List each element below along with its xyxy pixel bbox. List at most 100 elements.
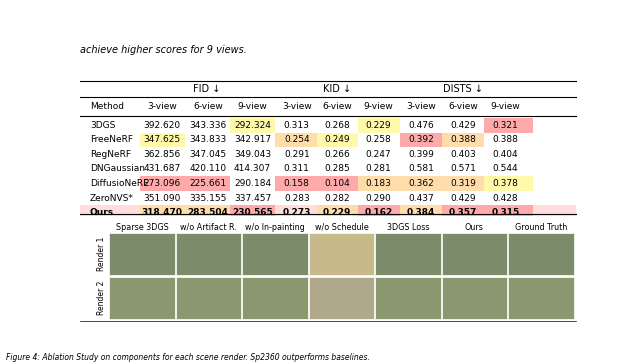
Text: DiffusioNeRF: DiffusioNeRF [90,179,148,188]
Text: 349.043: 349.043 [234,150,271,159]
Bar [140,176,185,191]
Bar [140,205,185,220]
Text: 0.247: 0.247 [366,150,392,159]
Text: 0.362: 0.362 [408,179,434,188]
Text: 0.399: 0.399 [408,150,434,159]
Text: 0.273: 0.273 [283,208,311,217]
Text: FID ↓: FID ↓ [193,84,220,94]
Text: 0.183: 0.183 [365,179,392,188]
Text: 362.856: 362.856 [143,150,180,159]
Text: 392.620: 392.620 [143,121,180,130]
Text: 0.290: 0.290 [365,194,392,202]
Text: 0.229: 0.229 [323,208,351,217]
Text: 342.917: 342.917 [234,135,271,145]
Text: 0.388: 0.388 [493,135,518,145]
Text: Ours: Ours [90,208,114,217]
Text: Sparse 3DGS: Sparse 3DGS [116,223,168,232]
Text: FreeNeRF: FreeNeRF [90,135,133,145]
Text: 0.281: 0.281 [365,165,392,174]
Bar [109,233,175,275]
Text: 431.687: 431.687 [143,165,180,174]
Bar [442,277,507,319]
Bar [308,233,374,275]
Text: 0.429: 0.429 [450,194,476,202]
Text: 0.285: 0.285 [324,165,350,174]
Bar [317,205,358,220]
Text: 0.571: 0.571 [450,165,476,174]
Text: 414.307: 414.307 [234,165,271,174]
Bar [80,205,576,220]
Bar [230,205,275,220]
Bar [275,132,317,147]
Text: w/o In-painting: w/o In-painting [245,223,305,232]
Text: 225.661: 225.661 [189,179,227,188]
Text: 0.378: 0.378 [493,179,518,188]
Text: 347.625: 347.625 [143,135,180,145]
Text: 0.254: 0.254 [284,135,310,145]
Bar [185,176,230,191]
Text: 283.504: 283.504 [188,208,228,217]
Bar [358,118,400,132]
Text: 9-view: 9-view [237,102,268,111]
Bar [242,277,308,319]
Bar [442,176,484,191]
Text: 3DGS: 3DGS [90,121,115,130]
Text: 0.229: 0.229 [366,121,392,130]
Bar [484,205,533,220]
Bar [109,277,175,319]
Bar [375,277,440,319]
Bar [176,233,241,275]
Text: Method: Method [90,102,124,111]
Text: 0.319: 0.319 [450,179,476,188]
Bar [140,132,185,147]
Text: 0.403: 0.403 [450,150,476,159]
Text: 0.437: 0.437 [408,194,434,202]
Text: 0.104: 0.104 [324,179,350,188]
Text: 9-view: 9-view [491,102,520,111]
Text: Render 1: Render 1 [97,237,106,272]
Text: 0.291: 0.291 [284,150,310,159]
Text: w/o Schedule: w/o Schedule [314,223,368,232]
Bar [484,118,533,132]
Text: 3-view: 3-view [282,102,312,111]
Bar [358,205,400,220]
Bar [400,205,442,220]
Text: KID ↓: KID ↓ [323,84,351,94]
Text: 343.336: 343.336 [189,121,227,130]
Text: 0.404: 0.404 [493,150,518,159]
Text: 0.384: 0.384 [407,208,435,217]
Bar [242,233,308,275]
Text: Figure 4: Ablation Study on components for each scene render. Sp2360 outperforms: Figure 4: Ablation Study on components f… [6,353,371,362]
Text: 0.315: 0.315 [492,208,520,217]
Text: 9-view: 9-view [364,102,394,111]
Text: ZeroNVS*: ZeroNVS* [90,194,134,202]
Text: 0.388: 0.388 [450,135,476,145]
Text: w/o Artifact R.: w/o Artifact R. [180,223,237,232]
Text: 0.282: 0.282 [324,194,349,202]
Text: 0.311: 0.311 [284,165,310,174]
Text: 0.544: 0.544 [493,165,518,174]
Bar [230,118,275,132]
Bar [400,176,442,191]
Text: 0.429: 0.429 [450,121,476,130]
Text: 0.476: 0.476 [408,121,434,130]
Text: 0.321: 0.321 [493,121,518,130]
Text: 0.357: 0.357 [449,208,477,217]
Text: 3-view: 3-view [406,102,436,111]
Text: 290.184: 290.184 [234,179,271,188]
Bar [442,132,484,147]
Text: Render 2: Render 2 [97,281,106,315]
Text: 343.833: 343.833 [189,135,227,145]
Bar [508,277,573,319]
Text: 335.155: 335.155 [189,194,227,202]
Text: Ground Truth: Ground Truth [515,223,567,232]
Text: 230.565: 230.565 [232,208,273,217]
Text: 0.158: 0.158 [284,179,310,188]
Text: DNGaussian: DNGaussian [90,165,145,174]
Text: 0.268: 0.268 [324,121,350,130]
Text: 0.162: 0.162 [364,208,393,217]
Bar [400,132,442,147]
Bar [358,176,400,191]
Text: 6-view: 6-view [193,102,223,111]
Bar [317,176,358,191]
